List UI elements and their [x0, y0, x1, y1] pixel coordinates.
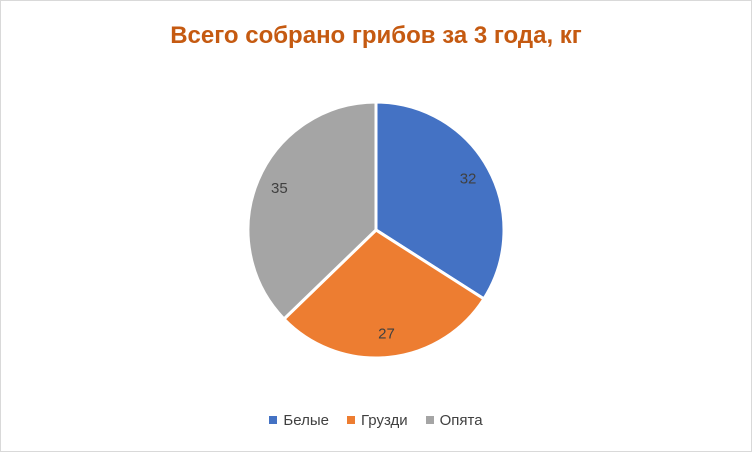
legend-label-3: Опята	[439, 411, 483, 429]
data-label-2: 27	[378, 325, 395, 342]
data-label-3: 35	[271, 180, 288, 197]
data-label-1: 32	[460, 171, 477, 188]
legend-swatch-3	[425, 416, 434, 424]
legend: Белые Грузди Опята	[0, 410, 752, 430]
legend-swatch-1	[269, 416, 278, 424]
legend-label-1: Белые	[283, 411, 329, 429]
legend-item-1: Белые	[269, 412, 329, 429]
legend-item-2: Грузди	[346, 411, 408, 429]
chart-title: Всего собрано грибов за 3 года, кг	[170, 22, 582, 49]
pie-slice-3	[246, 100, 378, 321]
pie-slice-2	[282, 228, 486, 360]
legend-swatch-2	[346, 416, 355, 424]
legend-item-3: Опята	[425, 411, 483, 429]
legend-label-2: Грузди	[360, 411, 408, 429]
